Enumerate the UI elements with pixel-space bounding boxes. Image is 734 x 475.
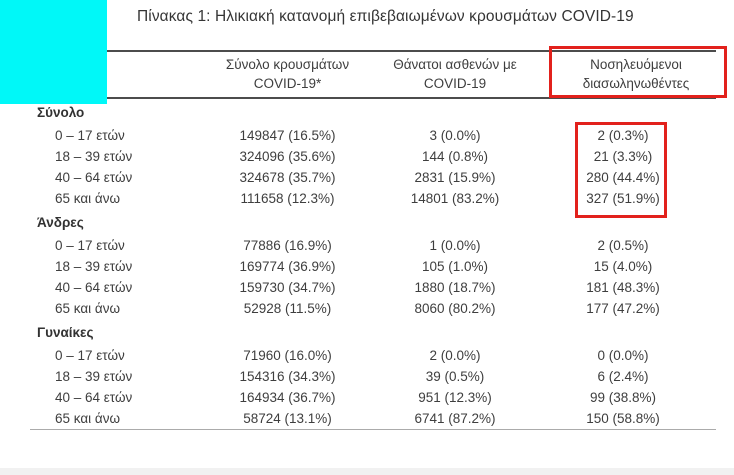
deaths-value: 951 (12.3%)	[418, 390, 492, 405]
age-label: 0 – 17 ετών	[55, 128, 125, 143]
section-label: Σύνολο	[37, 104, 85, 120]
table-row: 18 – 39 ετών 154316 (34.3%) 39 (0.5%) 6 (2.…	[30, 366, 716, 387]
cases-value: 324096 (35.6%)	[239, 149, 336, 164]
cases-value: 149847 (16.5%)	[239, 128, 336, 143]
table-row: 0 – 17 ετών 149847 (16.5%) 3 (0.0%) 2 (0.3%…	[30, 125, 716, 146]
cyan-highlight-mark	[0, 0, 107, 104]
intubated-value: 21 (3.3%)	[593, 149, 653, 164]
intubated-value: 15 (4.0%)	[593, 259, 653, 274]
table-row: 18 – 39 ετών 324096 (35.6%) 144 (0.8%) 21 (…	[30, 146, 716, 167]
age-label: 40 – 64 ετών	[55, 170, 133, 185]
age-label: 65 και άνω	[55, 191, 121, 206]
age-label: 18 – 39 ετών	[55, 259, 133, 274]
red-annotation-box-header	[549, 46, 727, 98]
cases-value: 159730 (34.7%)	[239, 280, 336, 295]
intubated-value: 2 (0.3%)	[597, 128, 649, 143]
table-row: 65 και άνω 52928 (11.5%) 8060 (80.2%) 177 (…	[30, 298, 716, 319]
header-line: διασωληνωθέντες	[582, 75, 690, 91]
age-label: 0 – 17 ετών	[55, 348, 125, 363]
deaths-value: 144 (0.8%)	[421, 149, 489, 164]
age-label: 65 και άνω	[55, 301, 121, 316]
table-row: 0 – 17 ετών 77886 (16.9%) 1 (0.0%) 2 (0.5%)	[30, 235, 716, 256]
cases-value: 58724 (13.1%)	[243, 411, 332, 426]
intubated-value: 181 (48.3%)	[586, 280, 660, 295]
table-row: 65 και άνω 111658 (12.3%) 14801 (83.2%) 327…	[30, 188, 716, 209]
deaths-value: 8060 (80.2%)	[414, 301, 496, 316]
intubated-value: 327 (51.9%)	[586, 191, 660, 206]
cases-value: 324678 (35.7%)	[239, 170, 336, 185]
deaths-value: 3 (0.0%)	[429, 128, 481, 143]
header-deaths: Θάνατοι ασθενών με COVID-19	[380, 56, 530, 93]
age-label: 40 – 64 ετών	[55, 280, 133, 295]
intubated-value: 0 (0.0%)	[597, 348, 649, 363]
deaths-value: 1 (0.0%)	[429, 238, 481, 253]
table-title: Πίνακας 1: Ηλικιακή κατανομή επιβεβαιωμέ…	[137, 8, 634, 25]
header-intubated: Νοσηλευόμενοι διασωληνωθέντες	[530, 56, 716, 93]
deaths-value: 39 (0.5%)	[425, 369, 485, 384]
deaths-value: 105 (1.0%)	[421, 259, 489, 274]
age-label: 18 – 39 ετών	[55, 149, 133, 164]
table-row: 0 – 17 ετών 71960 (16.0%) 2 (0.0%) 0 (0.0%)	[30, 345, 716, 366]
intubated-value: 150 (58.8%)	[586, 411, 660, 426]
header-line: COVID-19	[423, 75, 487, 91]
intubated-value: 99 (38.8%)	[589, 390, 657, 405]
section-label: Άνδρες	[37, 214, 84, 230]
age-label: 65 και άνω	[55, 411, 121, 426]
cases-value: 52928 (11.5%)	[243, 301, 332, 316]
table-row: 40 – 64 ετών 164934 (36.7%) 951 (12.3%) 99 …	[30, 387, 716, 408]
cases-value: 164934 (36.7%)	[239, 390, 336, 405]
header-line: COVID-19*	[253, 75, 322, 91]
deaths-value: 14801 (83.2%)	[410, 191, 500, 206]
section-label-row: Γυναίκες	[30, 319, 716, 345]
age-label: 0 – 17 ετών	[55, 238, 125, 253]
age-label: 40 – 64 ετών	[55, 390, 133, 405]
cases-value: 71960 (16.0%)	[243, 348, 332, 363]
cases-value: 154316 (34.3%)	[239, 369, 336, 384]
section-label-row: Άνδρες	[30, 209, 716, 235]
cases-value: 111658 (12.3%)	[240, 191, 335, 206]
deaths-value: 6741 (87.2%)	[414, 411, 496, 426]
header-line: Νοσηλευόμενοι	[590, 57, 682, 72]
deaths-value: 1880 (18.7%)	[414, 280, 496, 295]
table-header-row: Σύνολο κρουσμάτων COVID-19* Θάνατοι ασθε…	[30, 50, 716, 99]
cases-value: 77886 (16.9%)	[243, 238, 332, 253]
section-label: Γυναίκες	[37, 324, 94, 340]
red-annotation-box-values	[575, 122, 667, 218]
section-label-row: Σύνολο	[30, 99, 716, 125]
deaths-value: 2 (0.0%)	[429, 348, 481, 363]
covid-age-table: Σύνολο κρουσμάτων COVID-19* Θάνατοι ασθε…	[30, 50, 716, 430]
intubated-value: 6 (2.4%)	[597, 369, 649, 384]
cases-value: 169774 (36.9%)	[239, 259, 336, 274]
table-row: 18 – 39 ετών 169774 (36.9%) 105 (1.0%) 15 (…	[30, 256, 716, 277]
intubated-value: 177 (47.2%)	[586, 301, 660, 316]
age-label: 18 – 39 ετών	[55, 369, 133, 384]
intubated-value: 2 (0.5%)	[597, 238, 649, 253]
page-bottom-strip	[0, 468, 734, 475]
header-total-cases: Σύνολο κρουσμάτων COVID-19*	[195, 56, 380, 93]
table-row: 40 – 64 ετών 324678 (35.7%) 2831 (15.9%) 28…	[30, 167, 716, 188]
intubated-value: 280 (44.4%)	[586, 170, 660, 185]
deaths-value: 2831 (15.9%)	[414, 170, 496, 185]
header-line: Θάνατοι ασθενών με	[393, 57, 517, 72]
header-line: Σύνολο κρουσμάτων	[225, 57, 350, 72]
table-row: 65 και άνω 58724 (13.1%) 6741 (87.2%) 150 (…	[30, 408, 716, 429]
table-body: Σύνολο 0 – 17 ετών 149847 (16.5%) 3 (0.0%) 2…	[30, 99, 716, 430]
table-row: 40 – 64 ετών 159730 (34.7%) 1880 (18.7%) 18…	[30, 277, 716, 298]
